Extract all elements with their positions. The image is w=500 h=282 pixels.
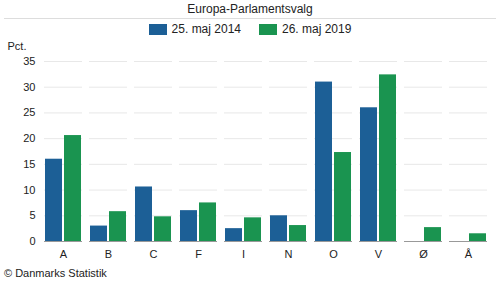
svg-text:10: 10: [23, 184, 35, 196]
html-text:26. maj 2019: 26. maj 2019: [282, 22, 352, 36]
svg-text:0: 0: [29, 235, 35, 247]
svg-text:Å: Å: [465, 248, 473, 260]
svg-text:Pct.: Pct.: [8, 40, 27, 52]
svg-text:F: F: [195, 248, 202, 260]
svg-text:20: 20: [23, 132, 35, 144]
svg-text:O: O: [329, 248, 338, 260]
svg-text:25: 25: [23, 106, 35, 118]
svg-text:15: 15: [23, 158, 35, 170]
html-text:Europa-Parlamentsvalg: Europa-Parlamentsvalg: [187, 2, 313, 16]
svg-text:N: N: [285, 248, 293, 260]
svg-text:B: B: [105, 248, 112, 260]
html-text:25. maj 2014: 25. maj 2014: [171, 22, 241, 36]
svg-text:A: A: [60, 248, 68, 260]
svg-text:5: 5: [29, 209, 35, 221]
svg-text:30: 30: [23, 81, 35, 93]
svg-text:I: I: [242, 248, 245, 260]
svg-text:C: C: [150, 248, 158, 260]
html-text:© Danmarks Statistik: © Danmarks Statistik: [4, 267, 107, 279]
svg-text:V: V: [375, 248, 383, 260]
svg-text:Ø: Ø: [419, 248, 428, 260]
svg-text:35: 35: [23, 55, 35, 67]
